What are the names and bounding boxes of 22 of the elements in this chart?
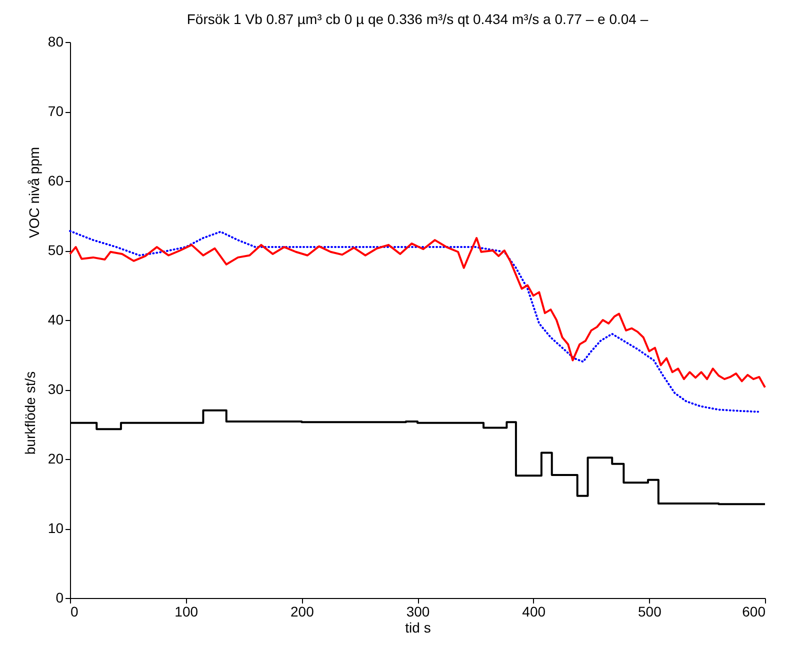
y-tick-label: 20 [48,450,64,466]
x-tick-label: 300 [406,604,430,620]
y-tick-label: 10 [48,520,64,536]
x-tick-label: 600 [742,604,766,620]
y-tick-label: 80 [48,34,64,50]
y-axis-title: VOC nivå ppm [26,146,42,238]
x-tick-label: 100 [174,604,198,620]
x-tick-label: 500 [638,604,662,620]
y-tick-label: 60 [48,172,64,188]
line-series [69,236,766,388]
y-tick-label: 70 [48,103,64,119]
chart-title: Försök 1 Vb 0.87 µm³ cb 0 µ qe 0.336 m³/s qt 0.434 m³/s a 0.77 – e 0.04 – [186,11,648,27]
text: burkflöde st/s [22,371,38,455]
x-tick-label: 200 [290,604,314,620]
x-axis-title: tid s [405,620,431,636]
y-tick-label: 0 [56,590,64,606]
y-tick-label: 50 [48,242,64,258]
y-tick-label: 30 [48,381,64,397]
line-series [69,230,760,413]
x-tick-label: 0 [70,604,78,620]
y-tick-label: 40 [48,312,64,328]
x-tick-label: 400 [522,604,546,620]
